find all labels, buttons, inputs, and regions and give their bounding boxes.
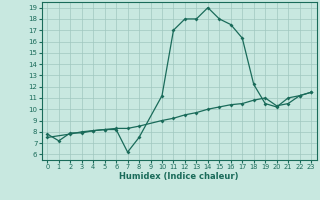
X-axis label: Humidex (Indice chaleur): Humidex (Indice chaleur) (119, 172, 239, 181)
